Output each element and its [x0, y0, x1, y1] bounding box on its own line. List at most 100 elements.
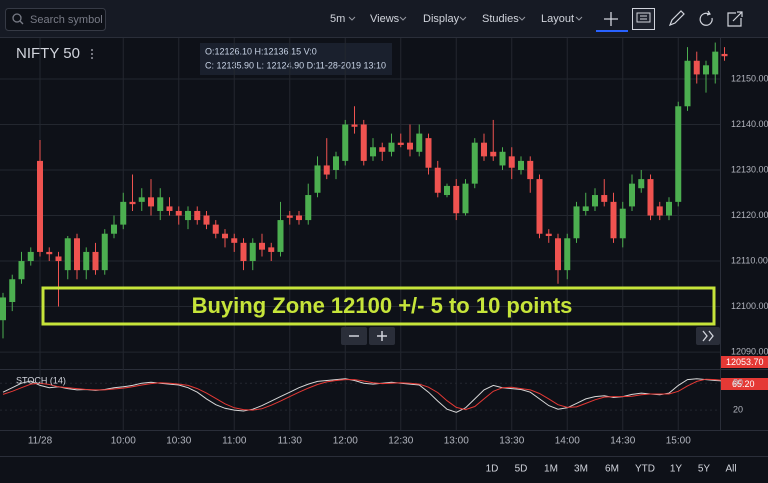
- zoom-out-button[interactable]: [341, 327, 367, 345]
- candle-body: [129, 201, 136, 205]
- candle-body: [83, 251, 90, 271]
- candle-body: [296, 215, 302, 221]
- menu-carets: [348, 16, 583, 21]
- candle-body: [444, 185, 450, 196]
- candle-body: [194, 210, 201, 221]
- candle-body: [323, 165, 330, 175]
- crosshair-tool[interactable]: [596, 12, 628, 32]
- candle-body: [712, 51, 719, 75]
- candle-body: [490, 151, 497, 157]
- price-tag-text: 12053.70: [726, 357, 764, 367]
- candle-body: [370, 147, 376, 157]
- candle-body: [268, 247, 275, 252]
- ohlc-line: O:12126.10 H:12136.15 V:0: [205, 46, 317, 56]
- candle-body: [518, 160, 524, 170]
- candle-body: [138, 197, 145, 202]
- candle-body: [684, 60, 691, 107]
- y-tick-label: 12140.00: [731, 119, 768, 129]
- candle-body: [416, 133, 423, 152]
- candle-body: [721, 53, 728, 57]
- candle-body: [675, 106, 682, 202]
- candle-body: [527, 160, 534, 180]
- draw-tool[interactable]: [668, 10, 685, 27]
- range-button[interactable]: All: [725, 464, 736, 475]
- stoch-tag-text: 65.20: [732, 379, 755, 389]
- candle-body: [601, 195, 608, 202]
- candle-body: [203, 215, 210, 225]
- candle-body: [471, 142, 478, 184]
- popout-tool[interactable]: [727, 11, 743, 27]
- candle-body: [407, 142, 413, 150]
- candle-body: [379, 147, 386, 152]
- y-tick-label: 12100.00: [731, 301, 768, 311]
- symbol-menu[interactable]: [91, 49, 93, 59]
- x-tick-label: 15:00: [666, 436, 691, 447]
- candle-body: [305, 195, 312, 221]
- plot: [0, 42, 728, 413]
- candle-body: [92, 251, 99, 271]
- candle-body: [555, 238, 561, 271]
- chat-tool[interactable]: [632, 8, 655, 30]
- indicator-line: [2, 378, 725, 411]
- range-button[interactable]: YTD: [635, 464, 655, 475]
- zoom-in-button[interactable]: [369, 327, 395, 345]
- candle-body: [508, 156, 515, 168]
- layout-menu[interactable]: Layout: [541, 13, 574, 25]
- range-button[interactable]: 1M: [544, 464, 558, 475]
- range-button[interactable]: 1Y: [670, 464, 683, 475]
- studies-menu[interactable]: Studies: [482, 13, 519, 25]
- range-button[interactable]: 6M: [605, 464, 619, 475]
- candle-body: [610, 201, 617, 239]
- candle-body: [453, 185, 460, 214]
- candle-body: [185, 210, 191, 221]
- price-tag: 12053.70: [721, 356, 768, 368]
- range-button[interactable]: 5D: [515, 464, 528, 475]
- y-tick-label: 80: [733, 378, 743, 388]
- candle-body: [592, 195, 598, 207]
- candle-body: [462, 183, 469, 214]
- candle-body: [582, 206, 589, 211]
- candle-body: [148, 197, 154, 207]
- candle-body: [175, 210, 182, 216]
- candle-body: [9, 279, 16, 302]
- x-tick-label: 14:30: [610, 436, 635, 447]
- candle-body: [351, 124, 358, 127]
- interval-menu[interactable]: 5m: [330, 13, 345, 25]
- candle-body: [545, 233, 552, 236]
- candle-body: [0, 297, 6, 321]
- symbol-name[interactable]: NIFTY 50: [16, 45, 80, 62]
- grid: [0, 38, 720, 430]
- candle-body: [74, 238, 80, 271]
- range-button[interactable]: 3M: [574, 464, 588, 475]
- candle-body: [157, 197, 164, 211]
- candle-body: [27, 251, 34, 262]
- candle-body: [656, 206, 663, 216]
- candle-body: [286, 215, 293, 218]
- search-box[interactable]: Search symbol: [5, 8, 106, 31]
- candle-body: [629, 183, 635, 207]
- views-menu[interactable]: Views: [370, 13, 400, 25]
- scroll-right-button[interactable]: [696, 327, 720, 345]
- range-button[interactable]: 5Y: [698, 464, 711, 475]
- y-tick-label: 20: [733, 404, 743, 414]
- range-button[interactable]: 1D: [486, 464, 499, 475]
- candle-body: [619, 208, 626, 239]
- candle-body: [212, 224, 219, 234]
- candle-body: [638, 179, 645, 189]
- candle-body: [693, 60, 700, 75]
- annotation: Buying Zone 12100 +/- 5 to 10 points: [192, 293, 573, 318]
- candle-body: [277, 220, 284, 252]
- y-tick-label: 12130.00: [731, 164, 768, 174]
- candle-body: [64, 238, 71, 271]
- candle-body: [434, 167, 441, 193]
- x-tick-label: 13:00: [444, 436, 469, 447]
- range-bar: 1D 5D 1M 3M 6M YTD 1Y 5Y All: [486, 464, 737, 475]
- candle-body: [259, 242, 265, 250]
- reset-tool[interactable]: [699, 10, 713, 26]
- candle-body: [397, 142, 404, 145]
- candle-body: [249, 242, 256, 262]
- display-menu[interactable]: Display: [423, 13, 460, 25]
- candle-body: [120, 201, 127, 225]
